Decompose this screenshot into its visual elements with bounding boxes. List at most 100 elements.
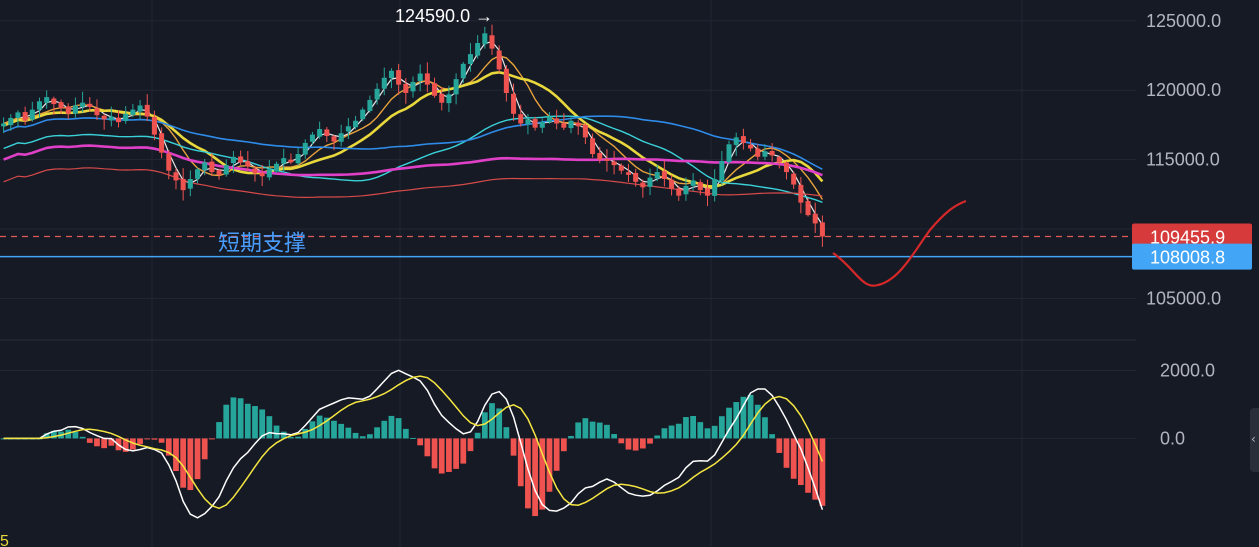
macd-histogram-bar (819, 438, 826, 506)
price-tick-label: 115000.0 (1146, 150, 1220, 170)
macd-histogram-bar (79, 436, 86, 439)
candle-body (748, 144, 754, 149)
candle-body (690, 180, 696, 186)
candle-body (187, 179, 193, 189)
candle-body (482, 33, 488, 45)
candlesticks (1, 24, 825, 247)
candle-body (554, 118, 560, 124)
candle-body (94, 108, 100, 116)
candle-body (87, 103, 93, 107)
candle-body (755, 148, 761, 157)
macd-histogram-bar (539, 438, 546, 510)
macd-histogram-bar (661, 428, 668, 439)
price-pane: 短期支撑 124590.0 → 125000.0 120000.0 115000.0… (0, 6, 1252, 308)
candle-body (460, 63, 466, 79)
macd-histogram-bar (65, 429, 72, 439)
macd-histogram-bar (244, 403, 251, 439)
candle-body (726, 144, 732, 163)
candle-body (274, 163, 280, 172)
candle-body (166, 153, 172, 171)
candle-body (475, 43, 481, 56)
candle-body (446, 94, 452, 104)
macd-histogram-bar (797, 438, 804, 486)
candle-body (697, 182, 703, 191)
candle-body (396, 70, 402, 85)
candle-body (80, 102, 86, 107)
price-tag-label: 109455.9 (1150, 228, 1225, 248)
macd-histogram-bar (467, 438, 474, 452)
macd-histogram-bar (517, 438, 524, 487)
macd-histogram-bar (510, 438, 517, 456)
macd-histogram-bar (209, 438, 215, 440)
macd-histogram-bar (747, 394, 754, 439)
candle-body (338, 133, 344, 142)
candle-body (252, 168, 258, 174)
macd-histogram-bar (86, 438, 93, 443)
candle-body (345, 126, 351, 132)
candle-body (195, 169, 201, 179)
candle-body (439, 93, 445, 103)
ma-line (3, 115, 823, 171)
projection-curve (832, 199, 967, 287)
candle-body (144, 104, 150, 117)
macd-histogram-bar (446, 438, 452, 472)
macd-histogram-bar (410, 437, 416, 439)
candle-body (317, 129, 323, 137)
macd-histogram-bar (0, 438, 7, 440)
macd-axis-ticks: 2000.0 0.0 (1160, 361, 1215, 449)
macd-histogram-bar (266, 416, 273, 439)
macd-histogram-bar (668, 425, 675, 439)
candle-body (611, 161, 617, 166)
candle-body (302, 142, 308, 155)
macd-histogram-bar (345, 427, 352, 439)
price-axis-ticks: 125000.0 120000.0 115000.0 105000.0 (1146, 11, 1221, 309)
price-tick-label: 125000.0 (1146, 11, 1221, 31)
candle-body (489, 35, 495, 49)
candle-body (661, 171, 667, 180)
macd-histogram-bar (496, 408, 503, 439)
macd-histogram-bar (50, 430, 57, 439)
macd-histogram-bar (223, 404, 230, 439)
candle-body (223, 165, 229, 175)
macd-histogram-bar (654, 435, 661, 439)
macd-histogram-bar (359, 436, 366, 439)
macd-histogram-bar (453, 438, 459, 469)
candle-body (582, 124, 588, 138)
candle-body (216, 170, 222, 175)
macd-histogram-bar (503, 427, 510, 439)
ma-line (3, 40, 823, 226)
candle-body (719, 160, 725, 181)
candle-body (151, 116, 157, 135)
candle-body (230, 156, 236, 164)
macd-histogram-bar (288, 437, 294, 439)
macd-histogram-bar (417, 438, 424, 446)
macd-histogram-bar (489, 403, 495, 439)
candle-body (539, 122, 545, 128)
candle-body (712, 179, 718, 196)
candle-body (29, 109, 35, 120)
candle-body (676, 188, 682, 196)
candle-body (654, 172, 660, 179)
candle-body (467, 54, 473, 64)
candle-body (331, 136, 337, 142)
panel-collapse-tab[interactable]: ‹ (1250, 408, 1259, 472)
candle-body (44, 97, 50, 103)
candle-body (618, 165, 624, 171)
macd-histogram-bar (424, 438, 431, 457)
macd-histogram (0, 394, 826, 517)
candle-body (266, 169, 272, 178)
candle-body (776, 157, 782, 163)
macd-histogram-bar (388, 415, 395, 439)
macd-histogram-bar (338, 423, 345, 439)
macd-histogram-bar (711, 425, 718, 439)
candle-body (503, 68, 509, 93)
candle-body (381, 77, 387, 89)
macd-corner-label: 5 (0, 533, 9, 547)
candle-body (546, 116, 552, 123)
macd-histogram-bar (812, 438, 819, 500)
chevron-left-icon: ‹ (1251, 432, 1256, 446)
price-tick-label: 105000.0 (1146, 288, 1221, 308)
candle-body (180, 178, 186, 191)
candle-body (791, 173, 797, 185)
macd-histogram-bar (144, 438, 151, 440)
